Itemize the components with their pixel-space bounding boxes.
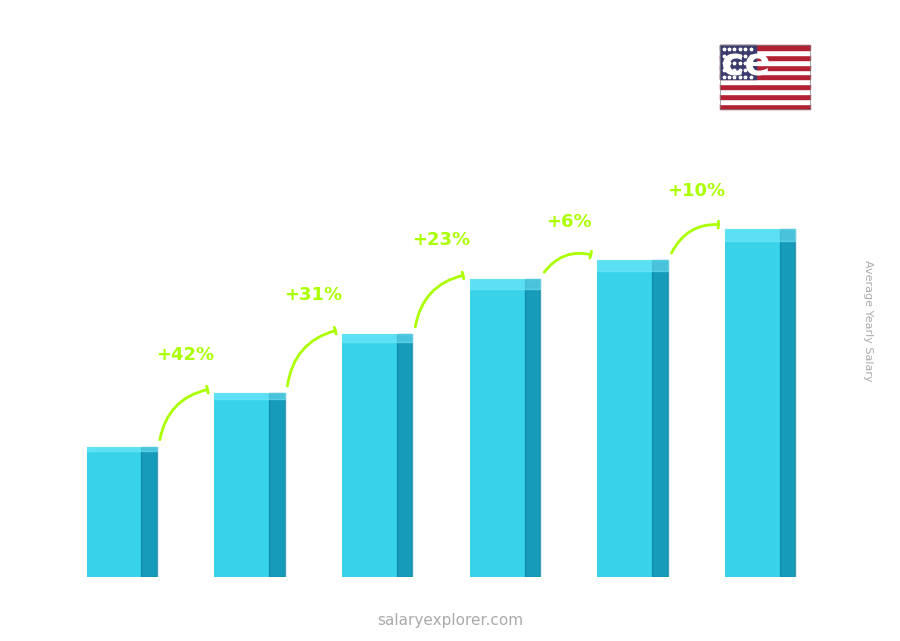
Text: +42%: +42% bbox=[157, 345, 214, 363]
Text: +31%: +31% bbox=[284, 287, 342, 304]
Text: Average Yearly Salary: Average Yearly Salary bbox=[863, 260, 873, 381]
Bar bbox=[598, 260, 668, 577]
Bar bbox=[720, 104, 810, 109]
Bar bbox=[720, 54, 810, 60]
Bar bbox=[720, 69, 810, 74]
Bar bbox=[397, 333, 412, 577]
Bar bbox=[780, 229, 796, 577]
Bar bbox=[525, 279, 540, 577]
Bar bbox=[725, 229, 796, 241]
Text: Salary Comparison By Experience: Salary Comparison By Experience bbox=[36, 45, 770, 83]
Bar bbox=[86, 447, 157, 451]
Bar bbox=[342, 333, 412, 342]
Bar bbox=[720, 60, 810, 65]
Text: Pharmaceutical Research Scientist: Pharmaceutical Research Scientist bbox=[36, 109, 468, 133]
Bar bbox=[720, 45, 756, 79]
Bar bbox=[720, 89, 810, 94]
Bar bbox=[141, 447, 157, 577]
Bar bbox=[214, 393, 284, 577]
Text: +6%: +6% bbox=[546, 213, 591, 231]
Bar bbox=[720, 79, 810, 85]
Text: salaryexplorer.com: salaryexplorer.com bbox=[377, 613, 523, 628]
Bar bbox=[86, 447, 157, 577]
Text: 236,000 USD: 236,000 USD bbox=[591, 240, 674, 254]
Bar bbox=[214, 393, 284, 399]
Bar bbox=[598, 260, 668, 271]
Bar bbox=[470, 279, 540, 289]
Bar bbox=[720, 74, 810, 79]
Bar bbox=[725, 229, 796, 577]
Bar bbox=[342, 333, 412, 577]
Bar bbox=[720, 50, 810, 54]
Text: 97,000 USD: 97,000 USD bbox=[85, 428, 159, 440]
Bar bbox=[470, 279, 540, 577]
Bar bbox=[652, 260, 668, 577]
Bar bbox=[720, 85, 810, 89]
Text: 222,000 USD: 222,000 USD bbox=[464, 260, 546, 272]
Text: 259,000 USD: 259,000 USD bbox=[719, 210, 802, 223]
Bar bbox=[720, 65, 810, 69]
Text: +23%: +23% bbox=[412, 231, 470, 249]
Bar bbox=[269, 393, 284, 577]
Text: +10%: +10% bbox=[668, 181, 725, 199]
Bar bbox=[720, 99, 810, 104]
Text: 137,000 USD: 137,000 USD bbox=[208, 374, 291, 387]
Bar bbox=[720, 94, 810, 99]
Bar bbox=[720, 45, 810, 50]
Text: 181,000 USD: 181,000 USD bbox=[336, 315, 418, 328]
